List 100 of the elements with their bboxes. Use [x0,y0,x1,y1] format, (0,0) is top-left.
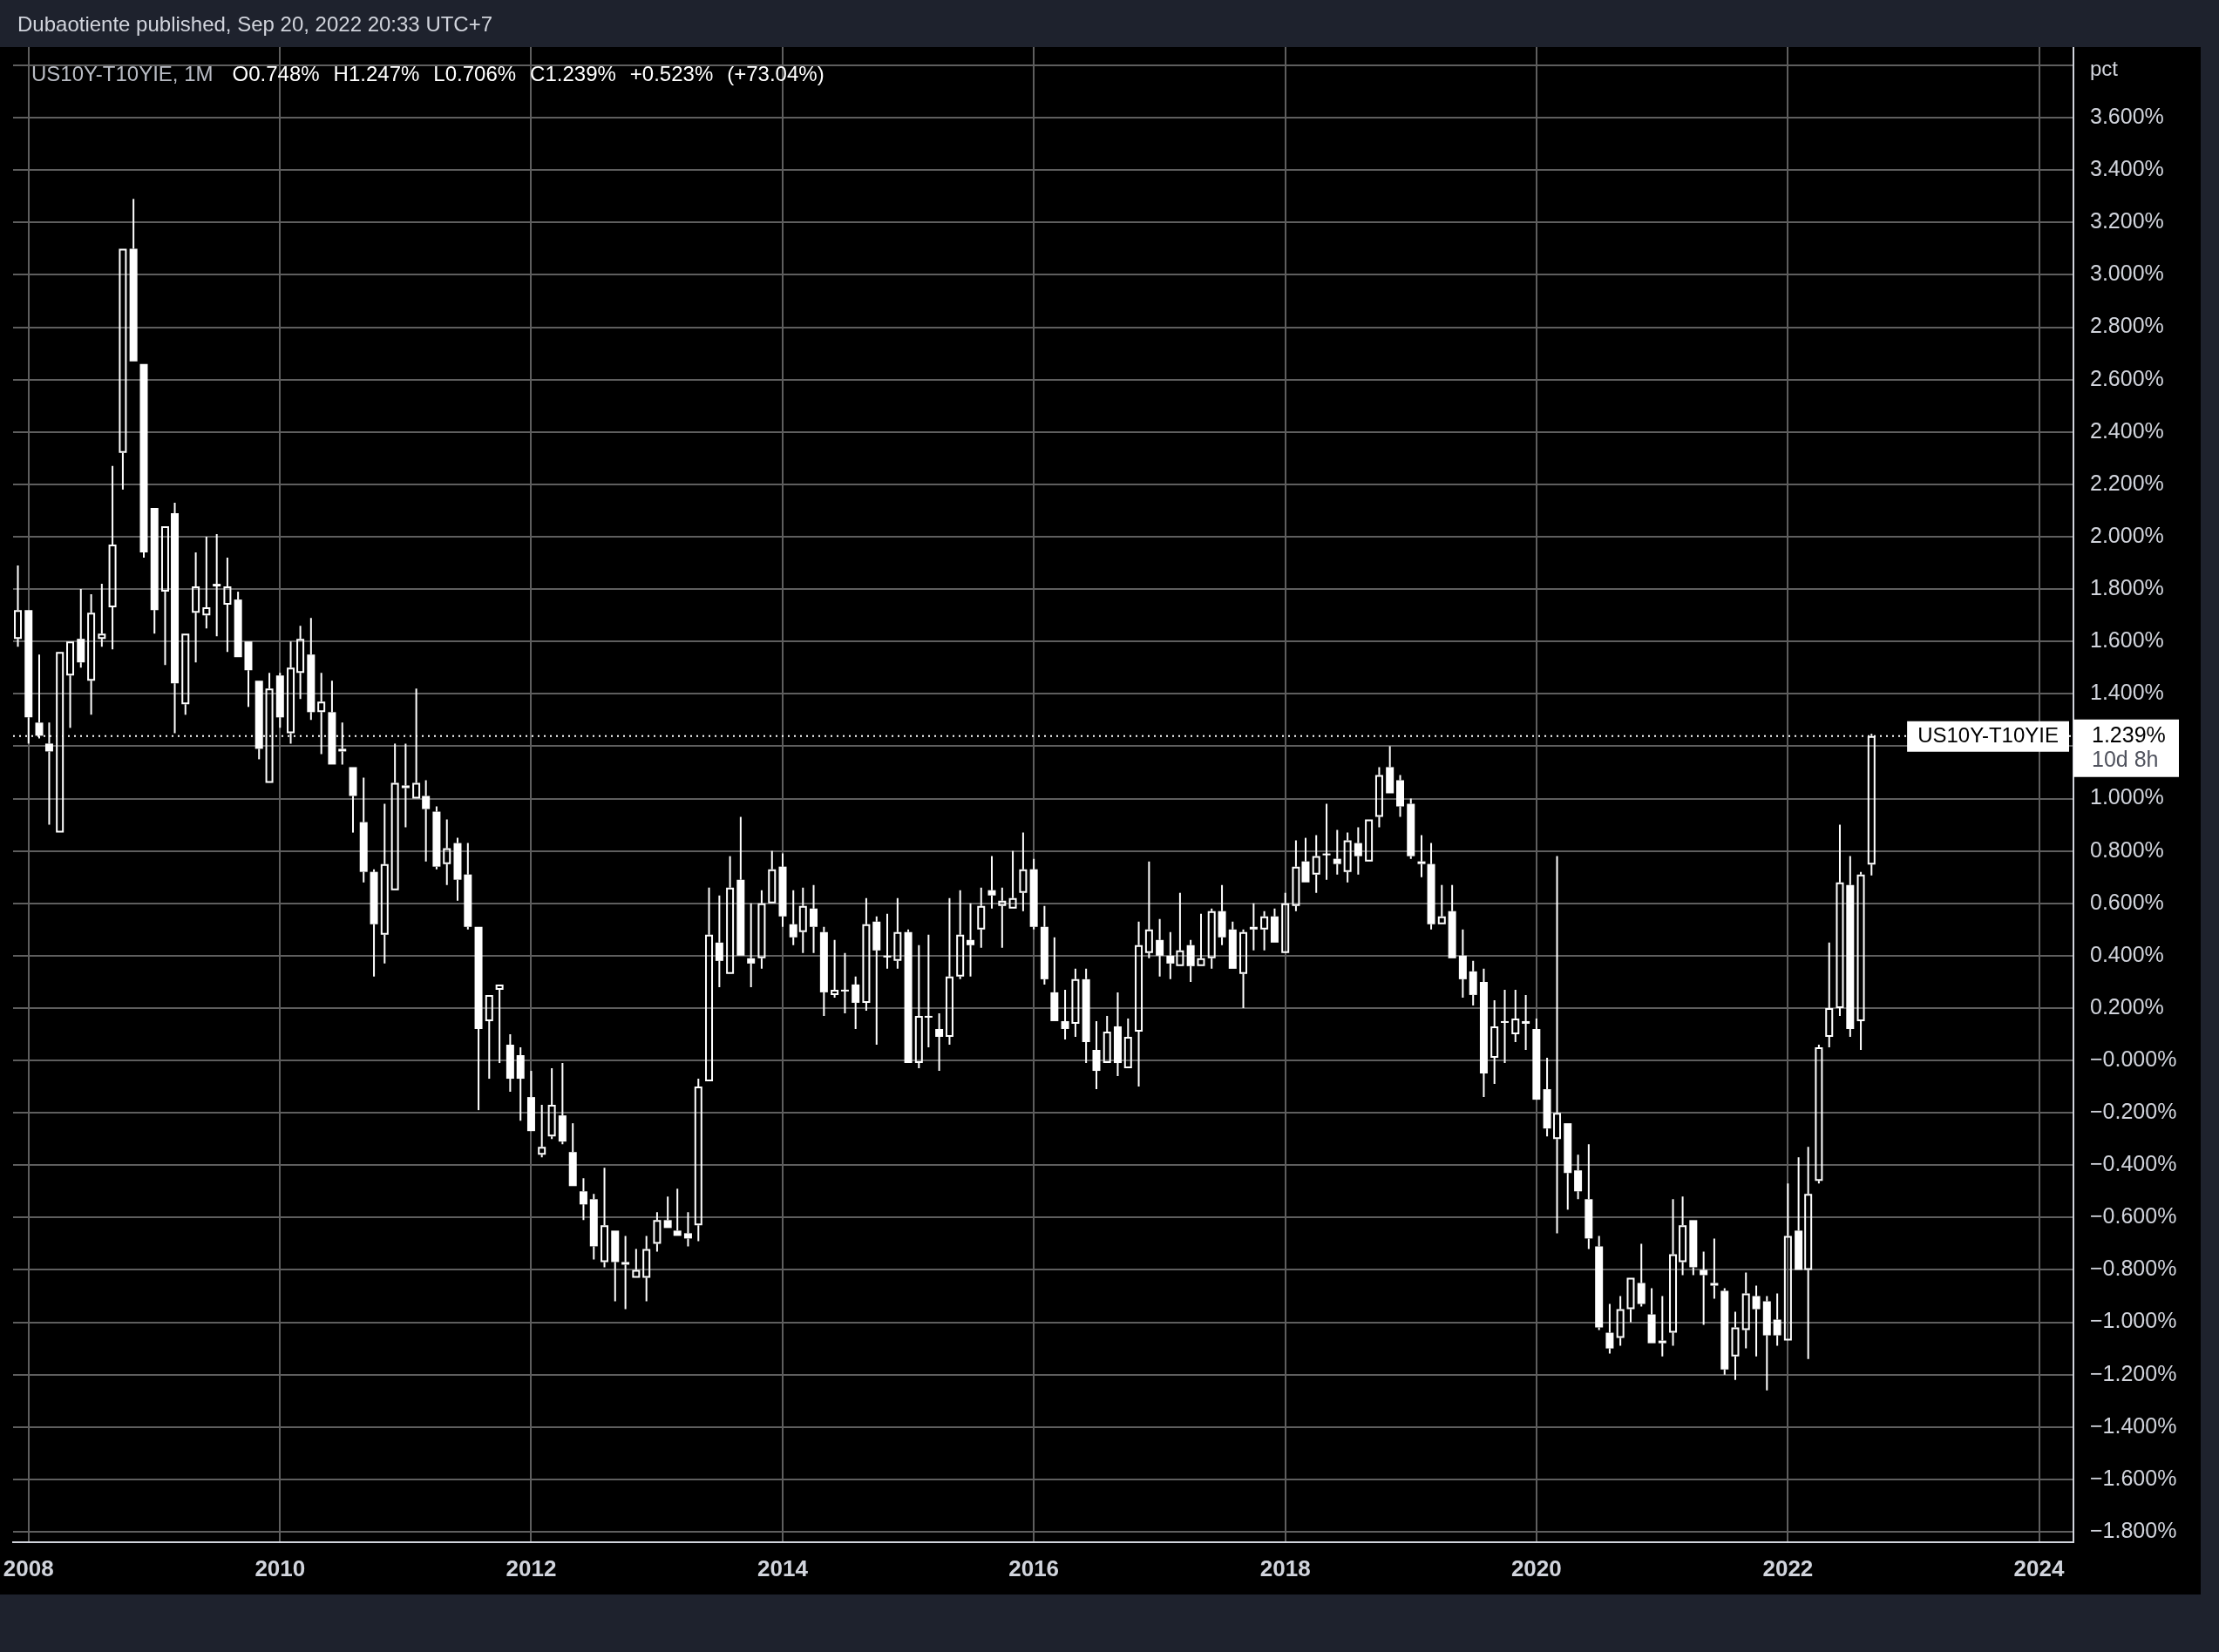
candlestick [1532,1017,1541,1100]
candlestick [1082,967,1090,1065]
x-tick-label: 2008 [3,1554,54,1581]
candlestick [1427,842,1435,931]
candlestick [579,1177,587,1222]
candlestick [432,805,441,870]
candlestick [798,886,807,954]
candlestick [244,641,253,708]
candlestick [904,928,913,1064]
candlestick [987,855,996,910]
candlestick [1144,860,1153,959]
candlestick [526,1070,535,1132]
y-tick-label: 1.800% [2090,574,2164,599]
candlestick [150,507,159,635]
candlestick [935,1012,944,1073]
candlestick [1856,870,1865,1052]
text: O0.748% H1.247% L0.706% C1.239% +0.523% (+73.04%) [232,61,824,85]
candlestick [98,583,106,648]
candlestick [516,1046,525,1122]
candlestick [1333,829,1341,876]
candlestick [632,1248,641,1278]
y-tick-label: 2.400% [2090,417,2164,443]
y-tick-label: 1.400% [2090,680,2164,705]
candlestick [967,902,975,978]
candlestick [1731,1310,1740,1381]
y-tick-label: 0.200% [2090,993,2164,1019]
candlestick [568,1122,577,1187]
candlestick [1050,936,1059,1021]
y-tick-label: 0.400% [2090,941,2164,966]
candlestick [1270,907,1279,943]
candlestick [778,852,787,928]
x-tick-label: 2016 [1008,1554,1060,1581]
candlestick [810,884,818,954]
candlestick [223,557,232,653]
candlestick [1029,857,1038,931]
candlestick [1228,920,1237,969]
candlestick [1626,1277,1635,1324]
candlestick [736,816,745,956]
candlestick [726,855,735,974]
y-tick-label: 2.000% [2090,522,2164,547]
candlestick [1249,902,1258,951]
ref-line-label: US10Y-T10YIE [1917,723,2059,748]
candlestick [956,889,965,980]
candlestick [139,363,148,559]
candlestick [840,951,849,1014]
candlestick [1061,988,1069,1040]
candlestick [1113,991,1122,1078]
candlestick [1616,1295,1625,1347]
candlestick [1804,1146,1813,1360]
y-tick-label: −0.800% [2090,1256,2177,1281]
candlestick [359,776,368,884]
y-tick-label: 2.200% [2090,470,2164,495]
y-tick-label: 2.600% [2090,365,2164,390]
text: Dubaotiente published, Sep 20, 2022 20:33 UTC+7 [17,12,493,37]
candlestick [1689,1220,1698,1276]
candlestick [380,802,389,965]
y-tick-label: −1.600% [2090,1465,2177,1490]
candlestick [422,779,431,863]
y-tick-label: −1.800% [2090,1517,2177,1542]
x-tick-label: 2022 [1762,1554,1814,1581]
candlestick [1301,836,1310,883]
candlestick [1292,839,1300,912]
y-tick-label: 1.000% [2090,784,2164,809]
candlestick [914,944,923,1070]
y-tick-label: 3.200% [2090,208,2164,234]
candlestick [1354,826,1362,876]
candlestick [747,902,756,988]
text: 10d 8h [2092,746,2159,771]
candlestick [715,894,723,988]
text: US10Y-T10YIE, 1M [31,61,214,85]
candlestick [1176,891,1184,966]
y-tick-label: 0.600% [2090,889,2164,914]
candlestick [558,1062,567,1146]
y-tick-label: −0.000% [2090,1046,2177,1071]
candlestick [768,850,777,904]
candlestick [1490,999,1499,1086]
candlestick [1585,1143,1593,1250]
candlestick [1407,797,1415,860]
candlestick [1752,1284,1761,1357]
y-tick-label: 1.600% [2090,627,2164,653]
candlestick [213,532,221,638]
candlestick [789,889,797,946]
candlestick [1343,831,1352,884]
candlestick [464,842,472,931]
candlestick [1605,1303,1614,1355]
candlestick [1825,941,1834,1049]
candlestick [1166,931,1175,980]
candlestick [1207,907,1216,970]
x-tick-label: 2024 [2013,1554,2065,1581]
candlestick [1312,834,1320,894]
candlestick [412,687,421,799]
candlestick [538,1104,546,1159]
candlestick [831,938,839,999]
y-tick-label: 2.800% [2090,313,2164,338]
candlestick [77,588,85,669]
candlestick [1479,967,1488,1099]
candlestick [1836,823,1844,1017]
candlestick [1553,855,1562,1235]
candlestick [1186,938,1195,983]
candlestick [589,1193,598,1261]
